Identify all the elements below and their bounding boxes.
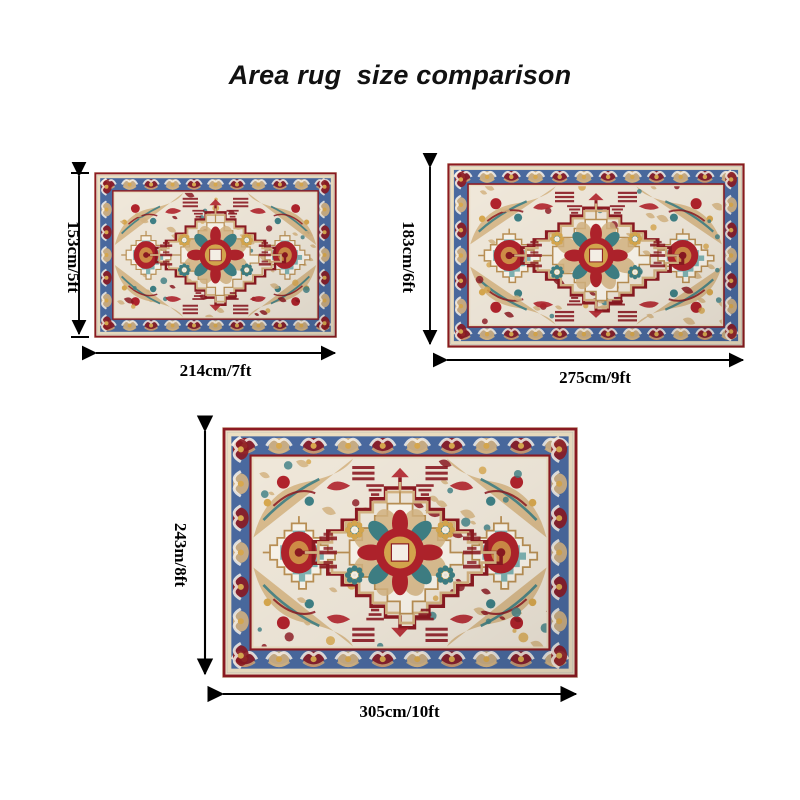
dimension-label-rug1-height: 153cm/5ft <box>64 221 83 293</box>
dimension-label-rug2-height: 183cm/6ft <box>399 221 418 293</box>
dimension-label-rug2-width: 275cm/9ft <box>559 368 631 387</box>
rug-image-small <box>94 172 337 338</box>
rug-image-medium <box>447 163 745 348</box>
dimension-label-rug1-width: 214cm/7ft <box>179 361 252 380</box>
page-title: Area rug size comparison <box>228 60 572 90</box>
dimension-label-rug3-width: 305cm/10ft <box>359 702 440 721</box>
dimension-label-rug3-height: 243m/8ft <box>171 522 190 588</box>
rug-image-large <box>222 427 578 678</box>
